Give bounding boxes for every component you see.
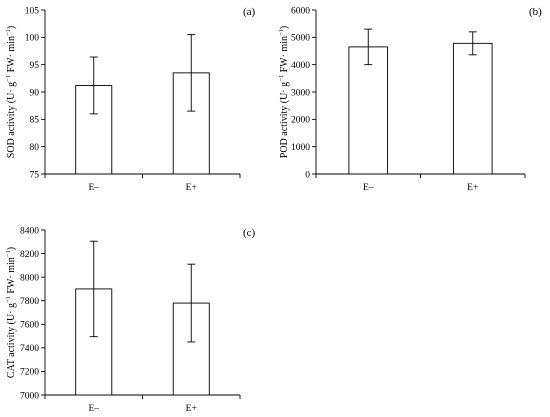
y-axis-title-superscript: −1 <box>278 75 285 82</box>
y-tick-label: 90 <box>30 88 40 98</box>
chart-b-svg: 0 1000 2000 3000 4000 5000 6000 E– E+ (b) POD acti… <box>278 6 542 193</box>
y-tick-label: 85 <box>30 116 40 126</box>
y-tick-label: 95 <box>30 61 40 71</box>
y-axis-title-superscript: −1 <box>5 296 12 303</box>
y-tick-label: 7000 <box>20 391 39 401</box>
y-tick-label: 4000 <box>291 61 310 71</box>
panel-label-c: (c) <box>243 227 256 239</box>
x-category-label: E– <box>363 183 374 193</box>
y-tick-label: 5000 <box>291 34 310 44</box>
y-tick-label: 6000 <box>291 6 310 16</box>
y-tick-label: 7200 <box>20 368 39 378</box>
y-axis-title-part: ) <box>6 26 17 29</box>
panel-label-a: (a) <box>243 6 256 18</box>
y-tick-label: 80 <box>30 143 40 153</box>
y-axis-title-part: FW· min <box>6 257 17 296</box>
y-axis-title-c: CAT activity (U· g−1 FW· min−1) <box>5 247 17 378</box>
y-axis-title-a: SOD activity (U· g−1 FW· min−1) <box>5 26 17 158</box>
chart-panel-c: 7000 7200 7400 7600 7800 8000 8200 8400 E– E+ (c) C… <box>0 220 275 417</box>
y-tick-label: 0 <box>305 170 310 180</box>
y-tick-label: 7800 <box>20 297 39 307</box>
y-axis-title-part: POD activity (U· g <box>279 82 290 158</box>
y-tick-label: 8000 <box>20 273 39 283</box>
y-tick-label: 7400 <box>20 344 39 354</box>
y-tick-label: 75 <box>30 170 40 180</box>
x-category-label: E+ <box>467 183 478 193</box>
x-category-label: E+ <box>186 183 197 193</box>
x-category-label: E+ <box>186 404 197 414</box>
x-category-label: E– <box>88 183 99 193</box>
x-category-label: E– <box>88 404 99 414</box>
bar-b-0 <box>348 46 389 175</box>
y-axis-title-part: SOD activity (U· g <box>6 82 17 158</box>
y-tick-label: 105 <box>25 6 40 16</box>
y-tick-label: 2000 <box>291 116 310 126</box>
y-axis-title-part: CAT activity (U· g <box>6 303 17 378</box>
y-axis-title-b: POD activity (U· g−1 FW· min−1) <box>278 26 290 158</box>
chart-a-svg: 75 80 85 90 95 100 105 E– E+ (a) SOD activity (U· … <box>5 6 256 193</box>
y-tick-label: 7600 <box>20 321 39 331</box>
y-axis-title-part: FW· min <box>279 36 290 75</box>
y-axis-title-part: ) <box>279 26 290 29</box>
y-axis-title-part: ) <box>6 247 17 250</box>
chart-c-svg: 7000 7200 7400 7600 7800 8000 8200 8400 E– E+ (c) C… <box>5 226 256 414</box>
chart-panel-a: 75 80 85 90 95 100 105 E– E+ (a) SOD activity (U· … <box>0 0 275 195</box>
y-tick-label: 8400 <box>20 226 39 236</box>
y-axis-title-superscript: −1 <box>278 29 285 36</box>
bar-b-1 <box>452 42 493 175</box>
y-axis-title-superscript: −1 <box>5 75 12 82</box>
y-axis-title-superscript: −1 <box>5 250 12 257</box>
chart-panel-b: 0 1000 2000 3000 4000 5000 6000 E– E+ (b) POD acti… <box>275 0 550 195</box>
y-tick-label: 8200 <box>20 250 39 260</box>
y-tick-label: 100 <box>25 34 40 44</box>
panel-label-b: (b) <box>529 6 542 18</box>
y-tick-label: 3000 <box>291 88 310 98</box>
y-axis-title-part: FW· min <box>6 36 17 75</box>
y-tick-label: 1000 <box>291 143 310 153</box>
y-axis-title-superscript: −1 <box>5 29 12 36</box>
